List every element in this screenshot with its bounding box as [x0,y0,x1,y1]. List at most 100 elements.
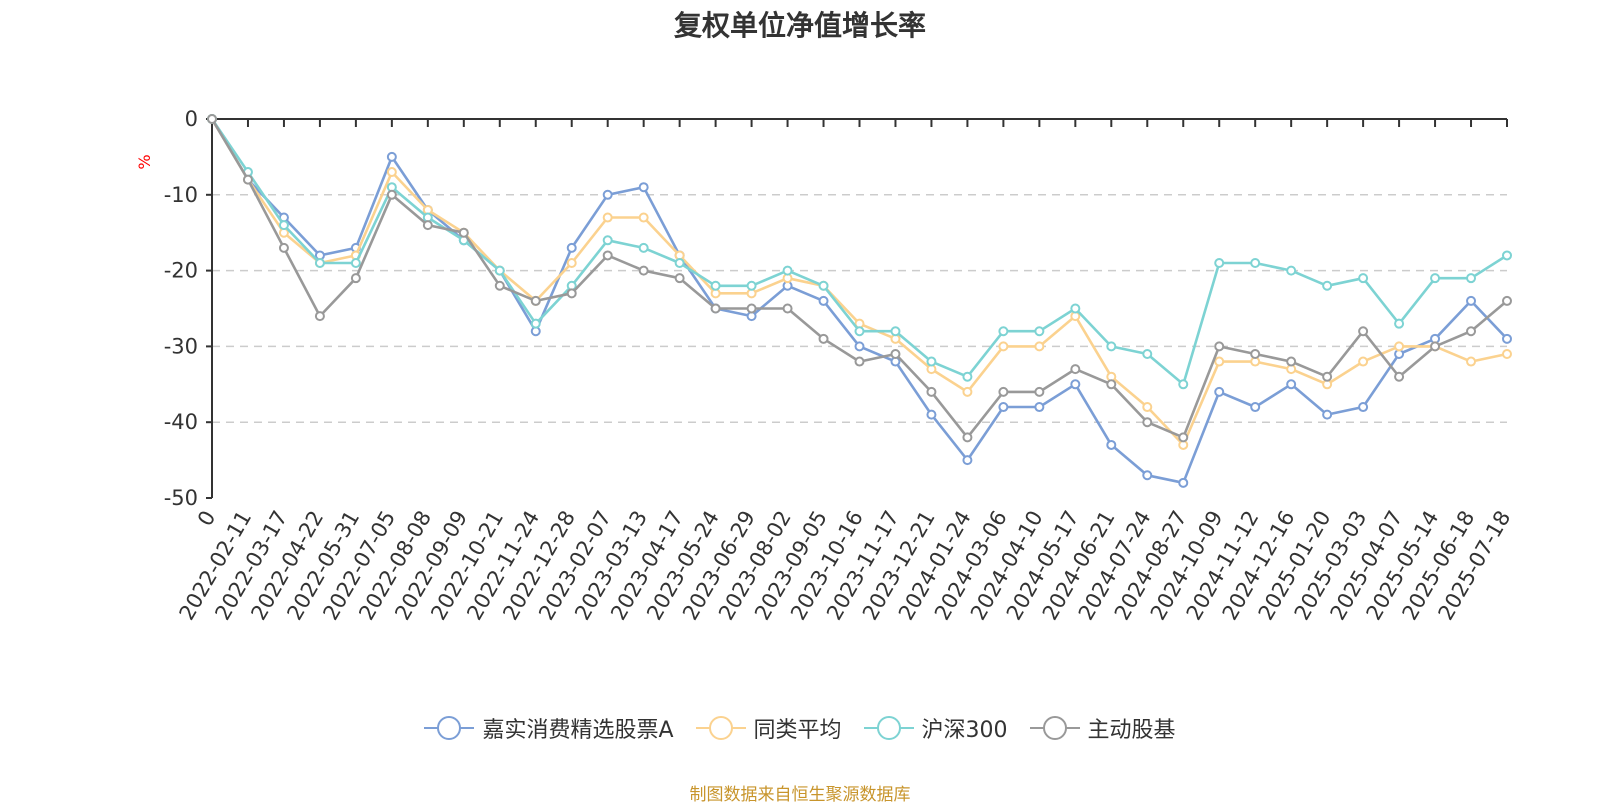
data-point [494,280,505,291]
data-point [1250,348,1261,359]
data-point [566,258,577,269]
axes [206,118,1508,499]
data-point [1358,402,1369,413]
data-point [962,432,973,443]
data-point [962,455,973,466]
data-point [242,174,253,185]
data-point [746,303,757,314]
data-point [1430,341,1441,352]
data-point [890,348,901,359]
data-point [1466,295,1477,306]
data-point [1250,258,1261,269]
series-3 [207,114,1512,443]
series-line [210,118,1508,447]
data-point [386,189,397,200]
chart-title: 复权单位净值增长率 [673,9,926,42]
legend: 嘉实消费精选股票A 同类平均 沪深300 主动股基 [0,712,1600,744]
data-point [1142,348,1153,359]
data-point [602,189,613,200]
data-point [710,280,721,291]
data-point [1034,402,1045,413]
data-point [854,326,865,337]
data-point [818,333,829,344]
data-point [386,151,397,162]
data-point [638,212,649,223]
data-point [1106,341,1117,352]
y-tick-label: -20 [164,259,198,283]
data-point [782,265,793,276]
data-point [1358,356,1369,367]
data-point [674,273,685,284]
data-point [494,265,505,276]
data-point [566,288,577,299]
data-point [1142,402,1153,413]
legend-marker-icon [863,715,914,741]
data-point [1430,273,1441,284]
series-line [210,118,1508,485]
tick-labels: 0-10-20-30-40-50%02022-02-112022-03-1720… [135,107,1515,624]
data-point [1178,432,1189,443]
legend-item[interactable]: 嘉实消费精选股票A [424,712,674,744]
series-group [207,114,1512,488]
data-point [998,326,1009,337]
data-point [1502,295,1512,306]
data-point [1466,326,1477,337]
data-point [1502,250,1512,261]
data-point [530,295,541,306]
data-point [1322,371,1333,382]
x-tick-label: 0 [193,507,220,531]
legend-marker-icon [424,715,475,741]
data-point [1214,341,1225,352]
data-point [1106,379,1117,390]
data-point [1070,303,1081,314]
data-point [638,182,649,193]
data-point [1214,356,1225,367]
data-point [1178,477,1189,488]
data-point [674,258,685,269]
data-point [602,250,613,261]
data-point [1322,280,1333,291]
data-point [1178,379,1189,390]
data-point [962,371,973,382]
data-point [818,295,829,306]
data-point [638,265,649,276]
series-0 [207,114,1512,488]
data-point [1466,356,1477,367]
data-point [1034,341,1045,352]
data-point [530,318,541,329]
data-point [1286,356,1297,367]
legend-label: 主动股基 [1087,718,1176,743]
data-point [1358,326,1369,337]
data-point [998,386,1009,397]
data-point [350,273,361,284]
data-point [1286,265,1297,276]
data-point [207,114,217,124]
data-point [1214,258,1225,269]
data-point [1322,409,1333,420]
data-point [926,386,937,397]
data-point [1034,386,1045,397]
y-tick-label: -40 [164,410,198,434]
data-point [926,409,937,420]
y-tick-label: -50 [164,486,198,510]
legend-item[interactable]: 同类平均 [695,712,842,744]
y-axis-label: % [135,154,154,169]
data-point [1502,333,1512,344]
legend-item[interactable]: 沪深300 [863,712,1008,744]
data-point [386,167,397,178]
y-tick-label: -30 [164,334,198,358]
legend-item[interactable]: 主动股基 [1029,712,1176,744]
data-point [458,227,469,238]
data-point [1142,470,1153,481]
data-point [854,341,865,352]
y-tick-label: -10 [164,183,198,207]
data-point [278,242,289,253]
data-point [1034,326,1045,337]
y-tick-label: 0 [185,107,198,131]
data-point [350,258,361,269]
data-point [1214,386,1225,397]
data-point [782,303,793,314]
data-point [710,303,721,314]
data-point [278,220,289,231]
legend-marker-icon [1029,715,1080,741]
